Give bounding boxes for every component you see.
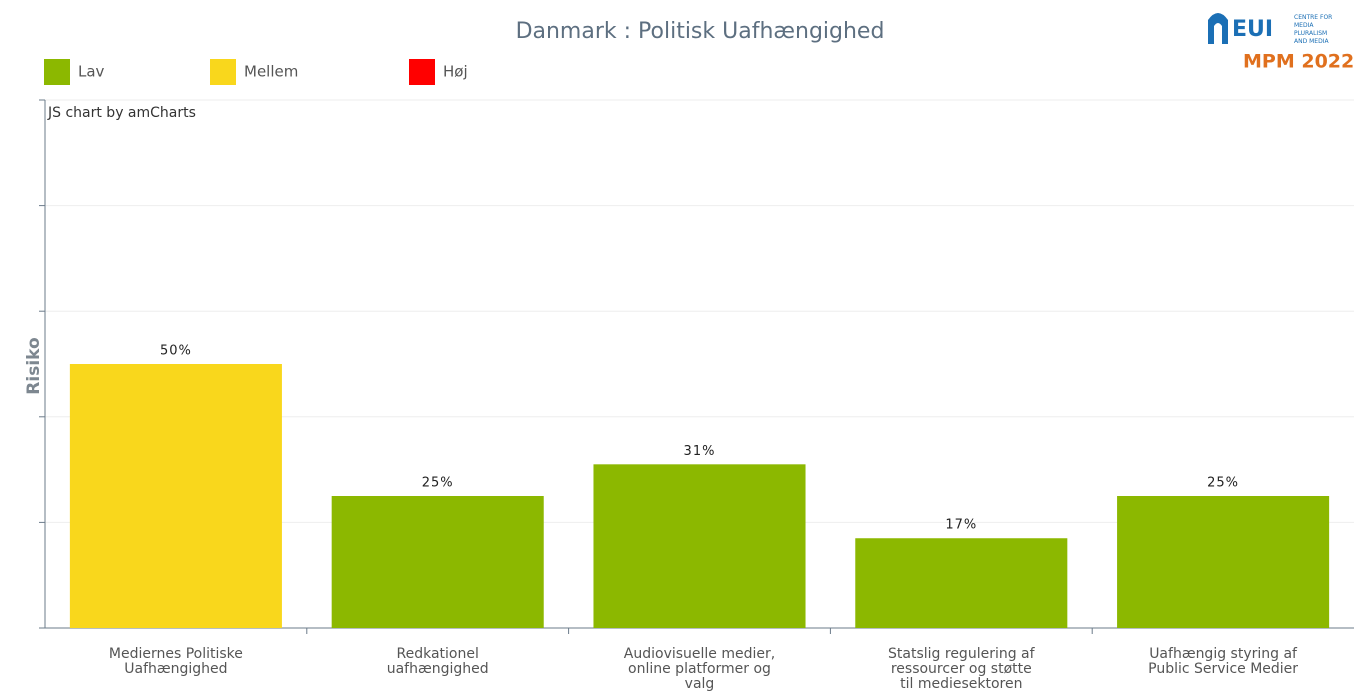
label-line: valg	[685, 676, 715, 692]
label-line: Mediernes Politiske	[109, 646, 243, 662]
label-line: ressourcer og støtte	[891, 661, 1032, 677]
label-line: Uafhængig styring af	[1149, 646, 1298, 662]
label-line: Statslig regulering af	[888, 646, 1036, 662]
logo: EUI CENTRE FOR MEDIA PLURALISM AND MEDIA…	[1208, 13, 1354, 73]
credit: JS chart by amCharts	[47, 105, 196, 121]
legend-swatch	[210, 59, 236, 85]
x-tick-label: Audiovisuelle medier, online platformer o…	[624, 646, 775, 692]
x-tick-label: Statslig regulering af ressourcer og støt…	[888, 646, 1036, 692]
x-tick-label: Mediernes Politiske Uafhængighed	[109, 646, 243, 677]
x-tick-label: Redkationel uafhængighed	[387, 646, 489, 677]
label-line: uafhængighed	[387, 661, 489, 677]
legend-label: Høj	[443, 63, 468, 81]
label-line: Redkationel	[397, 646, 479, 662]
data-label: 25%	[422, 476, 454, 491]
logo-mark: EUI	[1232, 17, 1273, 42]
label-line: til mediesektoren	[900, 676, 1022, 692]
label-line: Audiovisuelle medier,	[624, 646, 775, 662]
legend-label: Mellem	[244, 63, 298, 81]
bar	[1117, 496, 1330, 628]
bar	[331, 496, 544, 628]
legend-label: Lav	[78, 63, 105, 81]
logo-icon	[1208, 13, 1228, 44]
x-tick-label: Uafhængig styring af Public Service Medie…	[1148, 646, 1298, 677]
bar	[593, 464, 806, 628]
data-label: 50%	[160, 344, 192, 359]
bar	[69, 364, 282, 628]
label-line: Uafhængighed	[124, 661, 227, 677]
logo-name: MPM 2022	[1243, 51, 1354, 73]
data-label: 31%	[684, 444, 716, 459]
legend-swatch	[409, 59, 435, 85]
label-line: Public Service Medier	[1148, 661, 1298, 677]
data-label: 25%	[1207, 476, 1239, 491]
legend-swatch	[44, 59, 70, 85]
y-axis-label: Risiko	[24, 337, 44, 394]
logo-subtitle: CENTRE FOR MEDIA PLURALISM AND MEDIA FRE…	[1294, 14, 1333, 45]
logo-subtitle-box: CENTRE FOR MEDIA PLURALISM AND MEDIA FRE…	[1294, 14, 1333, 45]
label-line: online platformer og	[628, 661, 771, 677]
chart-title: Danmark : Politisk Uafhængighed	[516, 19, 885, 44]
bar	[855, 538, 1068, 628]
data-label: 17%	[945, 518, 977, 533]
